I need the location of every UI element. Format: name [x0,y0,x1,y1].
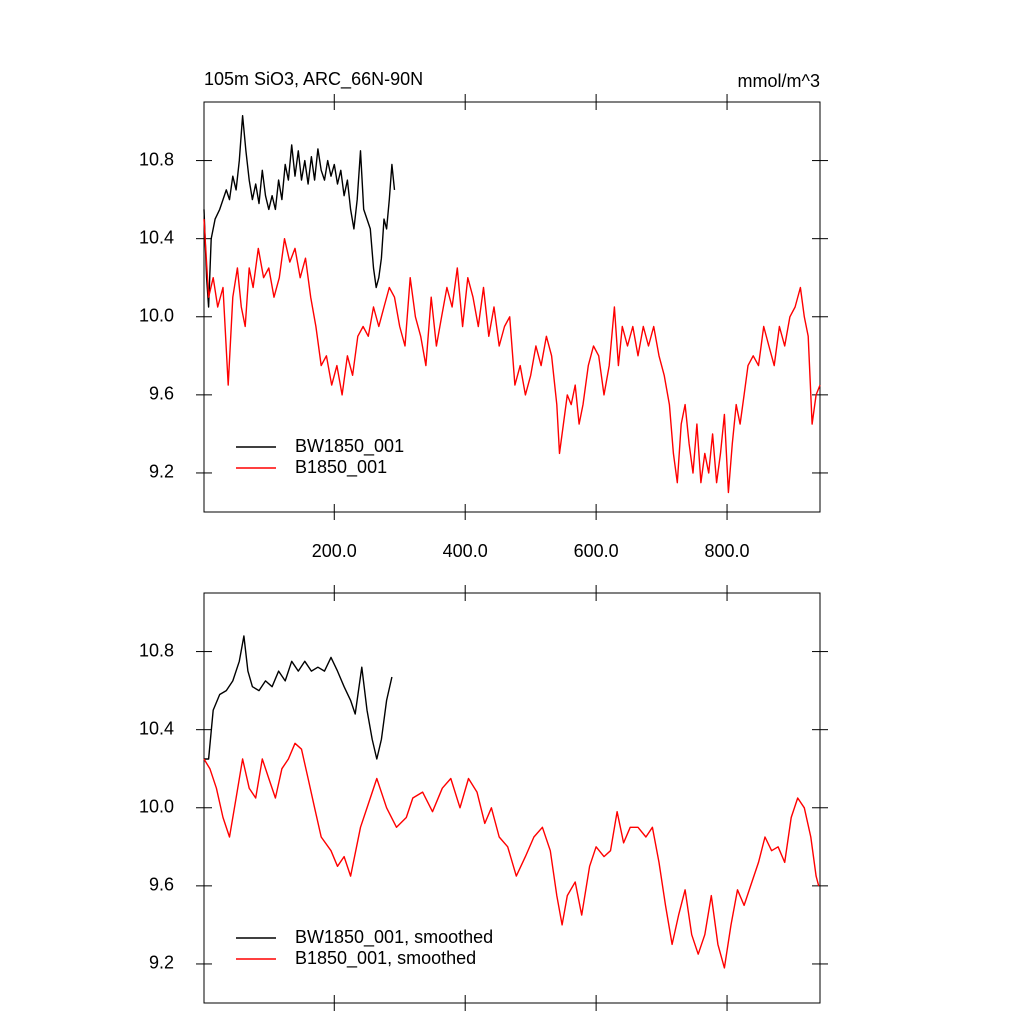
y-tick-label: 10.4 [139,718,174,738]
y-tick-label: 10.4 [139,227,174,247]
legend-label: B1850_001, smoothed [295,948,476,969]
series-line [203,115,396,308]
plot-frame [203,592,821,1004]
series-line [203,742,820,969]
x-tick-label: 800.0 [705,541,750,561]
x-tick-label: 400.0 [443,541,488,561]
y-tick-label: 9.2 [149,462,174,482]
x-tick-label: 200.0 [312,541,357,561]
y-tick-label: 10.8 [139,149,174,169]
legend-label: BW1850_001 [295,436,404,457]
legend-label: BW1850_001, smoothed [295,927,493,948]
x-tick-label: 600.0 [574,541,619,561]
plot-frame [203,101,821,513]
y-tick-label: 9.6 [149,875,174,895]
series-line [203,219,821,494]
y-tick-label: 9.2 [149,953,174,973]
units-label: mmol/m^3 [738,71,820,91]
y-tick-label: 10.0 [139,306,174,326]
legend-label: B1850_001 [295,457,387,478]
y-tick-label: 10.8 [139,640,174,660]
y-tick-label: 9.6 [149,384,174,404]
series-line [204,635,393,760]
y-tick-label: 10.0 [139,797,174,817]
chart-title: 105m SiO3, ARC_66N-90N [204,69,423,90]
